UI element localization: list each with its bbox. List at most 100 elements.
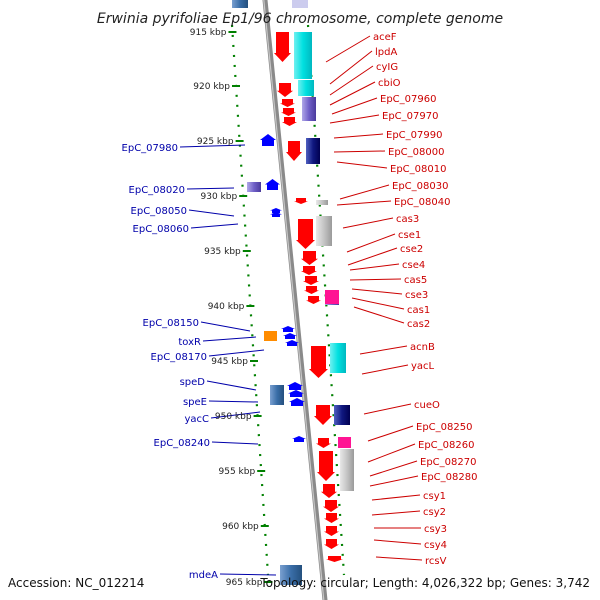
forward-gene-arrow [324,513,339,523]
reverse-gene-arrow [270,208,282,213]
right-gene-label: cse3 [405,290,428,301]
right-leader-line [371,494,421,501]
forward-gene-arrow [286,141,302,161]
right-gene-label: cas5 [404,275,427,286]
right-leader-line [346,233,396,253]
steel-block [280,565,302,585]
right-gene-label: cse2 [400,244,423,255]
forward-gene-arrow [274,32,291,62]
feature-blocks [232,0,354,585]
kbp-tick-label: 945 kbp [211,357,248,367]
right-leader-line [367,425,414,442]
kbp-tick-label: 930 kbp [201,192,238,202]
forward-gene-arrow [324,526,339,536]
right-gene-label: EpC_07970 [382,111,438,122]
kbp-tick-label: 965 kbp [226,578,263,588]
right-gene-label: acnB [410,342,435,353]
right-gene-label: EpC_08260 [418,440,474,451]
forward-gene-arrow [317,451,335,481]
forward-gene-arrow [294,198,308,204]
reverse-gene-arrow [281,326,295,332]
right-gene-label: EpC_07990 [386,130,442,141]
navy-block [334,405,350,425]
right-leader-line [329,65,374,96]
left-leader-line [186,187,235,190]
purple-block [302,97,316,121]
forward-gene-arrow [306,296,321,304]
kbp-tick-label: 955 kbp [219,467,256,477]
left-gene-label: EpC_07980 [122,143,178,154]
forward-gene-arrow [323,500,339,512]
right-leader-line [375,556,423,561]
left-gene-label: EpC_08060 [133,224,189,235]
forward-gene-arrow [280,99,295,107]
partial-block [232,0,248,8]
left-gene-label: speE [183,397,207,408]
left-leader-line [206,380,257,391]
forward-gene-arrow [296,219,315,249]
navy-block [306,138,320,164]
right-gene-label: cse4 [402,260,425,271]
forward-gene-arrow [316,438,331,448]
left-gene-labels: EpC_07980 EpC_08020 EpC_08050 EpC_08060 EpC_… [122,143,219,581]
left-gene-label: EpC_08050 [131,206,187,217]
left-gene-label: EpC_08020 [129,185,185,196]
right-leader-line [329,50,373,85]
right-gene-label: EpC_08000 [388,147,444,158]
right-leader-line [373,539,422,545]
right-gene-label: rcsV [425,556,447,567]
forward-gene-arrow [304,286,319,294]
right-gene-label: yacL [411,361,435,372]
axis-line [262,0,328,600]
right-leader-line [353,306,405,324]
right-leader-line [363,403,412,415]
reverse-gene-arrow [288,390,304,397]
right-leader-line [361,364,409,375]
right-gene-label: EpC_08030 [392,181,448,192]
cyan-block [294,32,312,79]
reverse-gene-arrow [265,179,280,190]
left-gene-label: speD [180,377,206,388]
left-gene-label: EpC_08170 [151,352,207,363]
cyan-block [330,343,346,373]
right-gene-label: EpC_08010 [390,164,446,175]
left-leader-line [188,209,235,217]
right-leader-line [367,443,416,463]
right-gene-label: EpC_08280 [421,472,477,483]
forward-gene-arrow [277,83,293,97]
left-gene-label: toxR [178,337,201,348]
right-leader-line [325,35,371,63]
left-leader-line [179,144,246,148]
right-gene-label: EpC_08270 [420,457,476,468]
kbp-tick-label: 920 kbp [193,82,230,92]
forward-gene-arrow [314,405,332,425]
topology-text: Topology: circular; Length: 4,026,322 bp… [259,576,590,590]
axis-highlight [263,0,325,600]
right-gene-label: csy2 [423,507,446,518]
right-gene-label: csy3 [424,524,447,535]
left-leader-line [219,573,277,576]
kbp-tick-label: 915 kbp [190,28,227,38]
left-leader-line [208,400,259,403]
right-gene-labels: aceF lpdA cyIG cbiO EpC_07960 EpC_07970 EpC_07… [373,32,477,567]
right-leader-line [342,217,394,229]
genome-axis [262,0,328,600]
forward-gene-arrow [301,251,318,265]
kbp-scale: 915 kbp 920 kbp 925 kbp 930 kbp 935 kbp 940 k… [190,28,273,588]
right-leader-line [333,133,384,139]
right-leader-line [336,200,392,206]
grey-block [316,216,332,246]
forward-gene-arrow [326,556,343,562]
forward-gene-arrow [281,108,296,116]
right-leader-line [359,345,408,355]
right-gene-label: cueO [414,400,440,411]
partial-block [292,0,308,8]
forward-gene-arrow [309,346,328,378]
left-leader-line [211,441,259,445]
right-leader-line [349,278,402,281]
left-gene-label: mdeA [189,570,218,581]
reverse-gene-arrow [283,333,297,339]
right-gene-label: EpC_08040 [394,197,450,208]
